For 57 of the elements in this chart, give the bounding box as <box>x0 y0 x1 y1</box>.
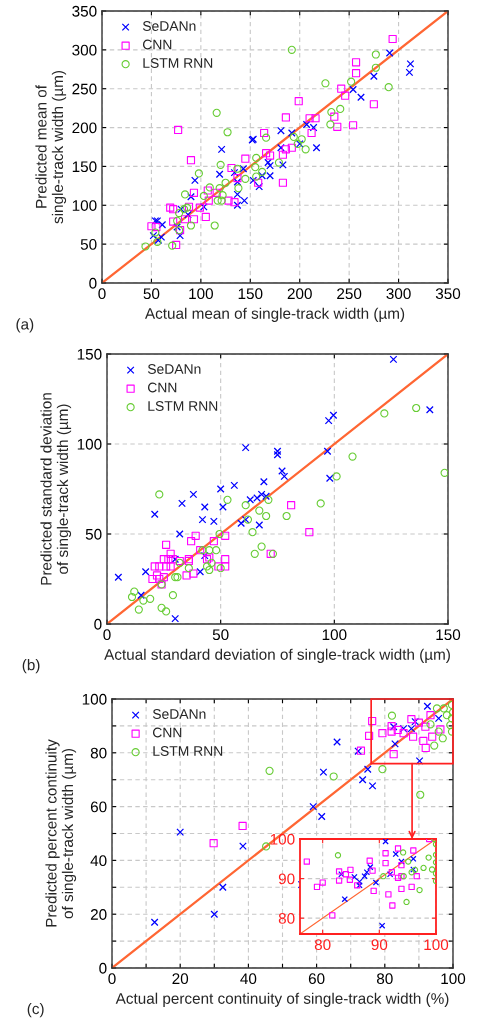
x-tick-label: 0 <box>108 973 116 985</box>
y-axis-title: Predicted percent continuity of single-track width (µm) <box>45 739 77 927</box>
x-tick-label: 100 <box>424 939 449 951</box>
x-tick-label: 150 <box>238 288 263 300</box>
y-tick-label: 40 <box>90 855 107 867</box>
y-tick-label: 250 <box>72 83 97 95</box>
legend-label: LSTM RNN <box>153 746 223 756</box>
y-tick-label: 50 <box>80 239 97 250</box>
x-tick-label: 100 <box>441 973 466 985</box>
y-tick-label: 60 <box>90 801 107 813</box>
text: (b) <box>22 659 40 674</box>
x-tick-label: 300 <box>386 288 411 300</box>
legend-label: CNN <box>152 727 182 738</box>
y-tick-label: 150 <box>77 348 102 360</box>
x-tick-label: 50 <box>143 288 160 300</box>
y-tick-label: 20 <box>90 909 107 920</box>
x-axis-title: Actual standard deviation of single-track width (µm) <box>104 648 450 663</box>
x-tick-label: 50 <box>212 629 229 641</box>
x-axis-title: Actual mean of single-track width (µm) <box>144 307 405 322</box>
y-tick-label: 80 <box>278 913 295 924</box>
x-axis-title: Actual percent continuity of single-track width (%) <box>115 992 449 1007</box>
x-tick-label: 80 <box>314 939 331 951</box>
x-tick-label: 150 <box>436 629 461 641</box>
legend-label: SeDANn <box>152 709 206 719</box>
y-tick-label: 0 <box>89 277 97 289</box>
y-tick-label: 90 <box>278 873 295 885</box>
x-tick-label: 90 <box>371 939 388 951</box>
legend-label: SeDANn <box>142 21 196 31</box>
x-tick-label: 350 <box>435 288 461 300</box>
y-tick-label: 150 <box>72 161 97 173</box>
y-tick-label: 0 <box>99 962 107 974</box>
x-tick-label: 250 <box>337 288 362 300</box>
x-tick-label: 80 <box>376 973 393 985</box>
x-tick-label: 20 <box>172 973 189 985</box>
text: (a) <box>16 318 34 333</box>
legend-label: CNN <box>142 39 172 50</box>
x-tick-label: 60 <box>308 973 325 985</box>
x-tick-label: 100 <box>189 288 214 300</box>
y-tick-label: 200 <box>72 122 97 134</box>
y-tick-label: 50 <box>85 528 102 540</box>
legend-label: LSTM RNN <box>148 401 218 411</box>
y-tick-label: 80 <box>90 747 107 759</box>
y-tick-label: 100 <box>82 693 107 705</box>
y-tick-label: 100 <box>77 438 102 450</box>
x-tick-label: 40 <box>240 973 257 985</box>
y-tick-label: 100 <box>72 200 97 211</box>
y-tick-label: 300 <box>72 44 97 56</box>
text: (c) <box>27 1002 44 1018</box>
legend-label: LSTM RNN <box>143 58 213 68</box>
y-tick-label: 350 <box>72 5 97 17</box>
y-tick-label: 0 <box>94 618 102 630</box>
y-axis-title: Predicted mean of single-track width (µm) <box>35 70 67 224</box>
x-tick-label: 100 <box>322 629 347 641</box>
x-tick-label: 200 <box>287 288 312 300</box>
y-axis-title: Predicted standard deviation of single-track width (µm) <box>40 393 72 585</box>
legend-label: SeDANn <box>147 364 201 374</box>
legend-label: CNN <box>147 382 177 393</box>
